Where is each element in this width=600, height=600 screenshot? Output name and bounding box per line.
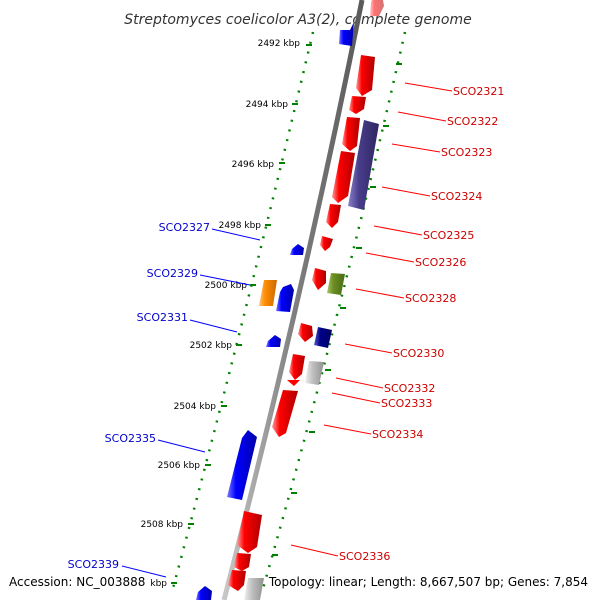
genome-title: Streptomyces coelicolor A3(2), complete … (124, 12, 472, 28)
gene-arrow[interactable] (332, 151, 355, 203)
forward-label-leaders (290, 82, 453, 557)
kbp-label: 2502 kbp (190, 341, 233, 351)
inner-tick-rail (170, 31, 315, 593)
gene-arrow[interactable] (320, 236, 333, 251)
gene-arrow[interactable] (287, 380, 300, 386)
gene-label[interactable]: SCO2335 (105, 432, 156, 445)
gene-arrow[interactable] (289, 354, 305, 380)
gene-arrow[interactable] (326, 204, 341, 228)
kbp-label: 2500 kbp (205, 281, 248, 291)
gene-label[interactable]: SCO2321 (453, 85, 504, 98)
gene-label[interactable]: SCO2323 (441, 146, 492, 159)
gene-arrow[interactable] (342, 117, 360, 151)
gene-label[interactable]: SCO2329 (147, 267, 198, 280)
gene-arrow[interactable] (305, 361, 324, 385)
gene-arrow[interactable] (349, 96, 366, 114)
forward-strand-genes (228, 0, 384, 600)
gene-label[interactable]: SCO2325 (423, 229, 474, 242)
genome-backbone (221, 0, 365, 600)
gene-arrow[interactable] (276, 284, 294, 312)
reverse-label-leaders (121, 228, 261, 578)
gene-arrow[interactable] (314, 327, 332, 348)
genome-summary-text: Topology: linear; Length: 8,667,507 bp; … (268, 575, 588, 589)
gene-arrow[interactable] (272, 390, 298, 437)
kbp-label: 2494 kbp (246, 100, 289, 110)
gene-arrow[interactable] (312, 268, 326, 290)
kbp-label: 2492 kbp (258, 39, 301, 49)
gene-arrow[interactable] (327, 273, 345, 295)
gene-label[interactable]: SCO2333 (381, 397, 432, 410)
kbp-label: 2506 kbp (158, 461, 201, 471)
gene-arrow[interactable] (356, 55, 375, 96)
gene-arrow[interactable] (266, 335, 281, 347)
gene-arrow[interactable] (196, 586, 212, 600)
gene-label[interactable]: SCO2328 (405, 292, 456, 305)
gene-label[interactable]: SCO2326 (415, 256, 466, 269)
gene-arrow[interactable] (234, 553, 251, 571)
gene-label[interactable]: SCO2327 (159, 221, 210, 234)
gene-label[interactable]: SCO2322 (447, 115, 498, 128)
gene-arrow[interactable] (370, 0, 384, 16)
gene-arrow[interactable] (244, 578, 264, 600)
kbp-label: 2498 kbp (219, 221, 262, 231)
gene-label[interactable]: SCO2330 (393, 347, 444, 360)
accession-text: Accession: NC_003888 (9, 575, 145, 589)
gene-label[interactable]: SCO2339 (68, 558, 119, 571)
gene-label[interactable]: SCO2334 (372, 428, 423, 441)
gene-label[interactable]: SCO2331 (137, 311, 188, 324)
kbp-label: kbp (150, 579, 167, 589)
reverse-strand-genes (196, 22, 354, 600)
gene-arrow[interactable] (228, 570, 246, 591)
kbp-tick-marks (171, 44, 402, 584)
gene-arrow[interactable] (348, 120, 379, 210)
gene-arrow[interactable] (259, 280, 277, 306)
gene-label[interactable]: SCO2324 (431, 190, 482, 203)
kbp-label: 2496 kbp (232, 160, 275, 170)
kbp-label: 2508 kbp (141, 520, 184, 530)
kbp-label: 2504 kbp (174, 402, 217, 412)
gene-arrow[interactable] (227, 430, 257, 500)
gene-label[interactable]: SCO2332 (384, 382, 435, 395)
gene-arrow[interactable] (298, 323, 313, 342)
gene-arrow[interactable] (290, 244, 304, 255)
gene-label[interactable]: SCO2336 (339, 550, 390, 563)
outer-tick-rail (260, 31, 407, 593)
gene-arrow[interactable] (237, 511, 262, 553)
gene-arrow[interactable] (339, 22, 354, 46)
